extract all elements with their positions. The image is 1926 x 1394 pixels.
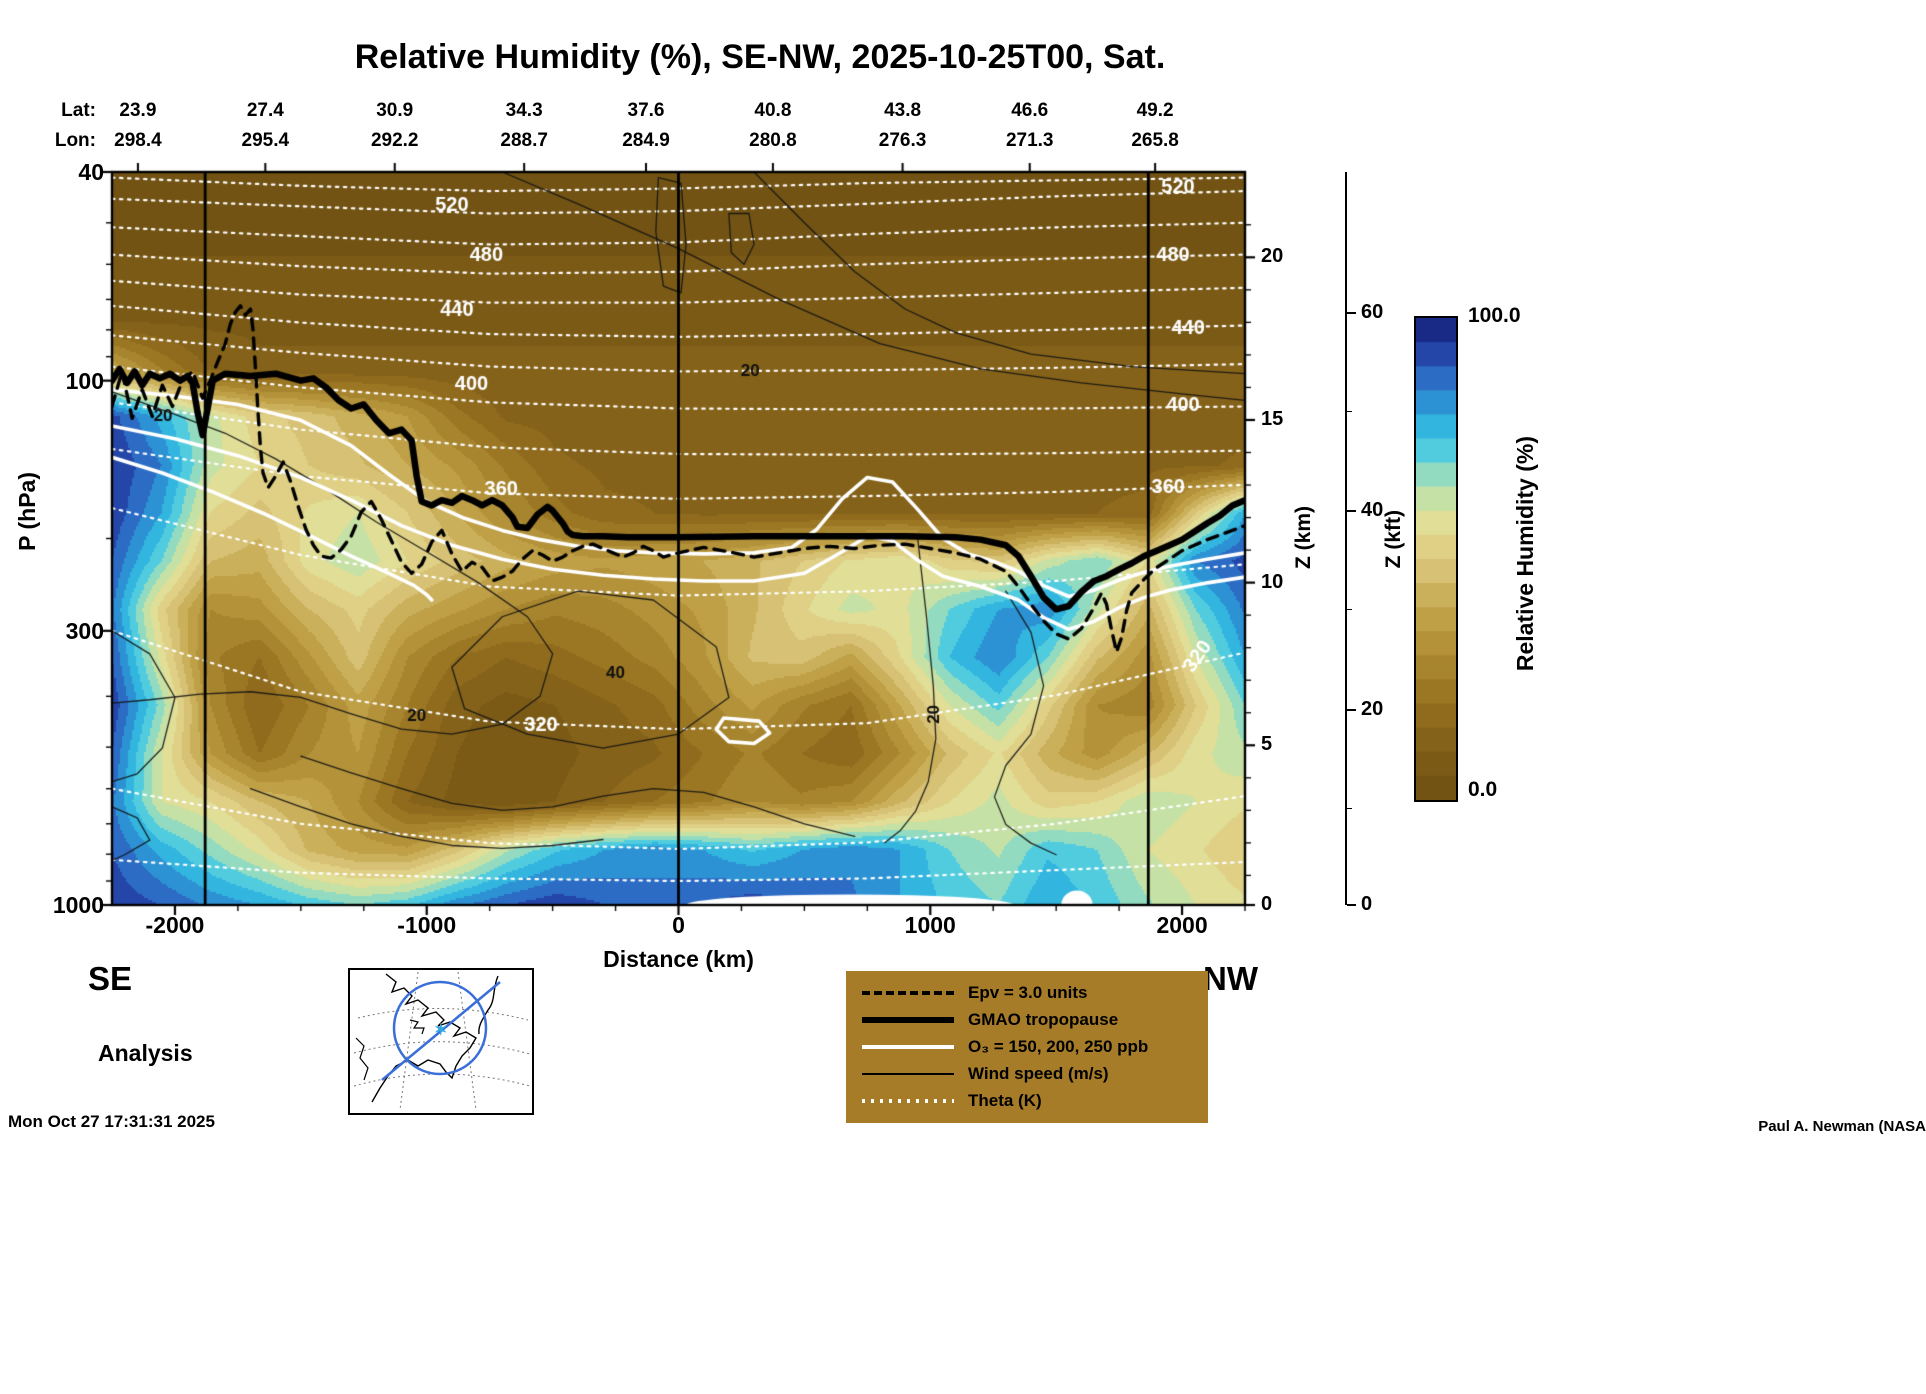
lat-value: 49.2 <box>1136 100 1174 121</box>
analysis-label: Analysis <box>98 1040 193 1066</box>
zkft-tick <box>1347 510 1356 513</box>
lon-value: 265.8 <box>1131 130 1179 151</box>
colorbar <box>1414 316 1458 802</box>
legend-item: Epv = 3.0 units <box>846 983 1208 1003</box>
colorbar-title: Relative Humidity (%) <box>1512 436 1538 672</box>
zkft-tick <box>1347 708 1356 711</box>
timestamp: Mon Oct 27 17:31:31 2025 <box>8 1112 215 1131</box>
x-tick-label: 1000 <box>904 912 956 938</box>
lon-value: 295.4 <box>241 130 290 151</box>
lat-value: 34.3 <box>505 100 543 121</box>
map-graticule <box>353 1073 531 1087</box>
legend-sample-thin-black <box>862 1073 954 1076</box>
zkft-minor-tick <box>1347 807 1352 809</box>
page-title: Relative Humidity (%), SE-NW, 2025-10-25… <box>354 38 1166 76</box>
legend-sample-white-solid <box>862 1044 954 1049</box>
y-tick-label: 100 <box>65 367 104 394</box>
zkft-tick-label: 0 <box>1361 893 1373 915</box>
lat-axis-label: Lat: <box>61 100 96 121</box>
section-center-marker: ✶ <box>434 1022 447 1039</box>
map-graticule <box>457 971 477 1111</box>
zkft-tick-label: 60 <box>1361 301 1384 323</box>
lat-value: 37.6 <box>627 100 665 121</box>
lat-value: 43.8 <box>884 100 922 121</box>
colorbar-min-label: 0.0 <box>1468 778 1498 801</box>
legend-sample-dotted-white <box>862 1099 954 1104</box>
lat-value: 40.8 <box>754 100 792 121</box>
y-tick-label: 40 <box>78 159 104 185</box>
legend-sample-thick-black <box>862 1016 954 1023</box>
colorbar-max-label: 100.0 <box>1468 304 1521 327</box>
zkm-tick-label: 10 <box>1261 570 1284 593</box>
legend-label: Epv = 3.0 units <box>968 982 1088 1002</box>
zkft-minor-tick <box>1347 609 1352 611</box>
legend-label: Theta (K) <box>968 1091 1042 1111</box>
corner-label-se: SE <box>88 960 133 997</box>
legend-item: O₃ = 150, 200, 250 ppb <box>846 1037 1208 1057</box>
zkm-tick-label: 5 <box>1261 733 1273 756</box>
legend-label: GMAO tropopause <box>968 1009 1119 1029</box>
lon-value: 280.8 <box>749 130 797 151</box>
great-lakes <box>409 1019 425 1035</box>
credit: Paul A. Newman (NASA <box>1758 1118 1926 1135</box>
lon-value: 271.3 <box>1005 130 1054 151</box>
pressure-axis-title: P (hPa) <box>14 472 40 551</box>
lat-value: 23.9 <box>119 100 157 121</box>
coastline <box>355 1037 369 1081</box>
lat-value: 30.9 <box>376 100 414 121</box>
lon-value: 292.2 <box>370 130 419 151</box>
cross-section-circle <box>392 980 488 1076</box>
zkm-tick-label: 0 <box>1261 893 1273 915</box>
zkm-tick-label: 15 <box>1261 407 1284 430</box>
zkft-axis-line: 0 20 40 60 <box>1345 172 1407 915</box>
legend: Epv = 3.0 units GMAO tropopause O₃ = 150, … <box>846 971 1208 1123</box>
zkm-axis-title: Z (km) <box>1292 506 1315 569</box>
legend-item: GMAO tropopause <box>846 1010 1208 1030</box>
legend-item: Theta (K) <box>846 1091 1208 1111</box>
map-graticule <box>399 971 419 1111</box>
x-tick-label: -1000 <box>397 912 457 938</box>
y-tick-label: 300 <box>65 617 104 644</box>
lat-value: 46.6 <box>1011 100 1049 121</box>
y-tick-label: 1000 <box>52 892 104 918</box>
map-graticule <box>357 1008 529 1021</box>
zkft-tick-label: 20 <box>1361 697 1384 720</box>
lon-value: 298.4 <box>114 130 162 151</box>
legend-sample-dashed-black <box>862 990 954 995</box>
corner-label-nw: NW <box>1203 960 1258 997</box>
lon-value: 288.7 <box>500 130 548 151</box>
coastline <box>371 973 477 1103</box>
x-tick-label: -2000 <box>145 912 205 938</box>
legend-label: O₃ = 150, 200, 250 ppb <box>968 1036 1149 1056</box>
x-tick-label: 2000 <box>1156 912 1208 938</box>
lon-axis-label: Lon: <box>54 130 96 151</box>
map-graticule <box>353 1041 531 1055</box>
map-border <box>348 968 534 1115</box>
x-tick-label: 0 <box>672 912 685 938</box>
zkft-minor-tick <box>1347 411 1352 413</box>
zkft-tick <box>1347 904 1356 906</box>
legend-item: Wind speed (m/s) <box>846 1064 1208 1084</box>
cross-section-path <box>381 981 501 1081</box>
zkft-tick <box>1347 312 1356 314</box>
zkm-tick-label: 20 <box>1261 245 1284 268</box>
lon-value: 284.9 <box>622 130 670 151</box>
lon-value: 276.3 <box>878 130 927 151</box>
cross-section-plot <box>98 158 1259 919</box>
lat-value: 27.4 <box>246 100 284 121</box>
map-inset: ✶ <box>348 968 534 1115</box>
distance-axis-title: Distance (km) <box>603 946 754 972</box>
legend-label: Wind speed (m/s) <box>968 1064 1109 1084</box>
zkft-tick-label: 40 <box>1361 499 1384 522</box>
